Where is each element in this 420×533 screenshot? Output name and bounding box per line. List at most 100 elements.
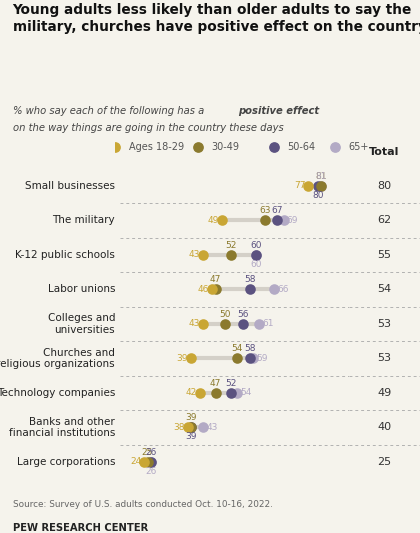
- Text: 38: 38: [173, 423, 185, 432]
- Point: [249, 354, 256, 362]
- Text: 39: 39: [185, 432, 197, 441]
- Point: [240, 320, 247, 328]
- Text: 67: 67: [272, 206, 283, 215]
- Text: 59: 59: [256, 354, 267, 363]
- Point: [228, 251, 234, 259]
- Text: on the way things are going in the country these days: on the way things are going in the count…: [13, 123, 284, 133]
- Text: 39: 39: [176, 354, 188, 363]
- Text: PEW RESEARCH CENTER: PEW RESEARCH CENTER: [13, 523, 148, 533]
- Text: 81: 81: [315, 172, 326, 181]
- Point: [228, 389, 234, 397]
- Point: [197, 389, 203, 397]
- Text: 25: 25: [142, 448, 153, 457]
- Text: The military: The military: [52, 215, 115, 225]
- Point: [144, 457, 151, 466]
- Point: [187, 354, 194, 362]
- Point: [194, 143, 201, 151]
- Point: [274, 216, 281, 224]
- Text: 50-64: 50-64: [288, 142, 316, 152]
- Point: [252, 251, 259, 259]
- Text: 80: 80: [377, 181, 391, 191]
- Text: positive effect: positive effect: [238, 107, 319, 117]
- Point: [271, 285, 278, 294]
- Text: 52: 52: [226, 240, 237, 249]
- Text: Large corporations: Large corporations: [17, 457, 115, 467]
- Point: [212, 389, 219, 397]
- Text: Ages 18-29: Ages 18-29: [129, 142, 184, 152]
- Text: 58: 58: [244, 344, 255, 353]
- Text: 49: 49: [207, 216, 219, 225]
- Point: [331, 143, 338, 151]
- Text: Young adults less likely than older adults to say the
military, churches have po: Young adults less likely than older adul…: [13, 3, 420, 34]
- Text: 43: 43: [189, 319, 200, 328]
- Text: 56: 56: [238, 310, 249, 319]
- Text: 66: 66: [278, 285, 289, 294]
- Text: 58: 58: [244, 275, 255, 284]
- Text: 80: 80: [312, 191, 323, 200]
- Point: [218, 216, 225, 224]
- Text: Small businesses: Small businesses: [25, 181, 115, 191]
- Point: [280, 216, 287, 224]
- Point: [318, 182, 324, 190]
- Text: 60: 60: [250, 240, 262, 249]
- Point: [147, 457, 154, 466]
- Text: 46: 46: [198, 285, 210, 294]
- Text: Banks and other
financial institutions: Banks and other financial institutions: [9, 416, 115, 438]
- Text: Technology companies: Technology companies: [0, 388, 115, 398]
- Point: [262, 216, 268, 224]
- Point: [200, 251, 207, 259]
- Text: 40: 40: [377, 422, 391, 432]
- Point: [305, 182, 312, 190]
- Text: 52: 52: [226, 378, 237, 387]
- Point: [141, 457, 148, 466]
- Text: 54: 54: [377, 284, 391, 294]
- Text: 61: 61: [262, 319, 273, 328]
- Text: 63: 63: [259, 206, 271, 215]
- Point: [147, 457, 154, 466]
- Text: 26: 26: [145, 467, 156, 476]
- Text: 62: 62: [377, 215, 391, 225]
- Text: 53: 53: [377, 319, 391, 329]
- Text: 54: 54: [231, 344, 243, 353]
- Text: 43: 43: [206, 423, 218, 432]
- Text: % who say each of the following has a: % who say each of the following has a: [13, 107, 207, 117]
- Point: [270, 143, 277, 151]
- Point: [221, 320, 228, 328]
- Point: [184, 423, 191, 432]
- Text: Total: Total: [369, 148, 399, 157]
- Text: 50: 50: [219, 310, 231, 319]
- Text: Colleges and
universities: Colleges and universities: [47, 313, 115, 335]
- Point: [187, 423, 194, 432]
- Text: Labor unions: Labor unions: [47, 284, 115, 294]
- Point: [252, 251, 259, 259]
- Point: [314, 182, 321, 190]
- Point: [187, 423, 194, 432]
- Point: [212, 285, 219, 294]
- Text: 25: 25: [377, 457, 391, 467]
- Text: 53: 53: [377, 353, 391, 364]
- Text: 26: 26: [145, 448, 156, 457]
- Point: [246, 354, 253, 362]
- Text: 60: 60: [250, 260, 262, 269]
- Text: Churches and
religious organizations: Churches and religious organizations: [0, 348, 115, 369]
- Point: [318, 182, 324, 190]
- Text: 81: 81: [315, 172, 326, 181]
- Point: [234, 389, 241, 397]
- Text: K-12 public schools: K-12 public schools: [15, 250, 115, 260]
- Text: Source: Survey of U.S. adults conducted Oct. 10-16, 2022.: Source: Survey of U.S. adults conducted …: [13, 500, 273, 510]
- Point: [255, 320, 262, 328]
- Text: 54: 54: [240, 389, 252, 397]
- Text: 49: 49: [377, 388, 391, 398]
- Text: 43: 43: [189, 251, 200, 259]
- Text: 42: 42: [186, 389, 197, 397]
- Point: [234, 354, 241, 362]
- Text: 24: 24: [130, 457, 142, 466]
- Point: [209, 285, 216, 294]
- Point: [200, 423, 207, 432]
- Point: [112, 143, 119, 151]
- Text: 47: 47: [210, 275, 221, 284]
- Text: 30-49: 30-49: [211, 142, 239, 152]
- Point: [246, 285, 253, 294]
- Text: 69: 69: [287, 216, 298, 225]
- Text: 65+: 65+: [349, 142, 369, 152]
